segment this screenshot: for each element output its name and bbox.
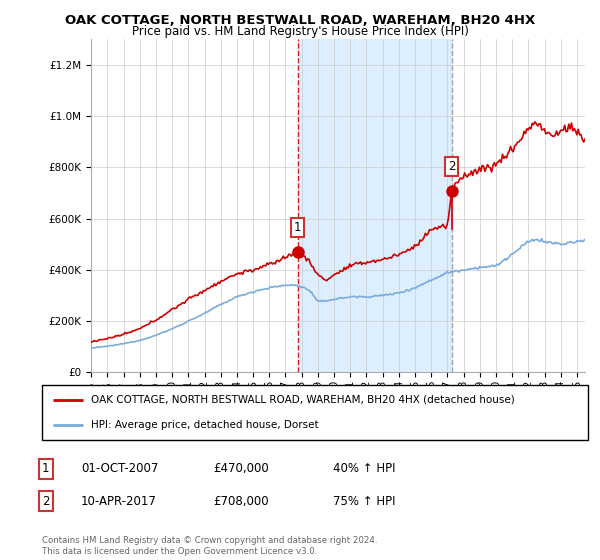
Text: 1: 1 — [42, 462, 50, 475]
Text: OAK COTTAGE, NORTH BESTWALL ROAD, WAREHAM, BH20 4HX: OAK COTTAGE, NORTH BESTWALL ROAD, WAREHA… — [65, 14, 535, 27]
Text: Contains HM Land Registry data © Crown copyright and database right 2024.
This d: Contains HM Land Registry data © Crown c… — [42, 536, 377, 556]
Text: £470,000: £470,000 — [213, 462, 269, 475]
Text: 1: 1 — [294, 221, 301, 234]
Text: 10-APR-2017: 10-APR-2017 — [81, 494, 157, 508]
Text: Price paid vs. HM Land Registry's House Price Index (HPI): Price paid vs. HM Land Registry's House … — [131, 25, 469, 38]
Text: £708,000: £708,000 — [213, 494, 269, 508]
Text: 2: 2 — [42, 494, 50, 508]
Text: 2: 2 — [448, 160, 455, 173]
Text: 75% ↑ HPI: 75% ↑ HPI — [333, 494, 395, 508]
Bar — [298, 39, 452, 372]
Text: 01-OCT-2007: 01-OCT-2007 — [81, 462, 158, 475]
Text: HPI: Average price, detached house, Dorset: HPI: Average price, detached house, Dors… — [91, 420, 319, 430]
Text: 40% ↑ HPI: 40% ↑ HPI — [333, 462, 395, 475]
Text: OAK COTTAGE, NORTH BESTWALL ROAD, WAREHAM, BH20 4HX (detached house): OAK COTTAGE, NORTH BESTWALL ROAD, WAREHA… — [91, 395, 515, 404]
